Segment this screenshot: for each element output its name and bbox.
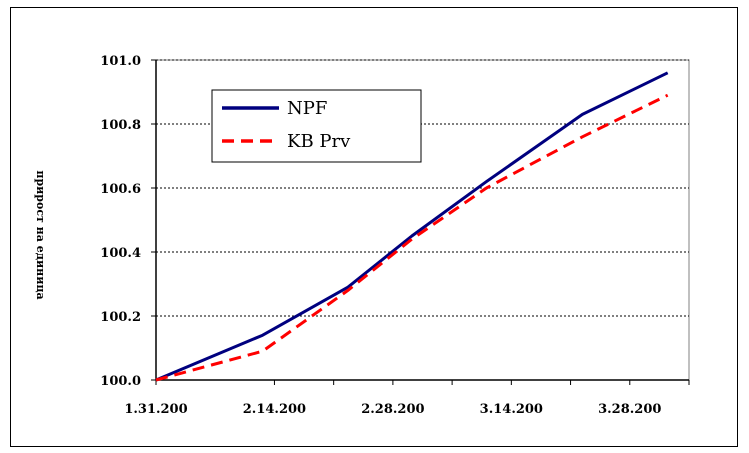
x-tick-label: 3.28.200: [598, 402, 661, 417]
line-chart: 100.0 100.2 100.4 100.6 100.8 101.0 1.31.200 2.…: [34, 54, 690, 417]
y-axis-label: прирост на единица: [34, 170, 47, 299]
y-tick-label: 100.2: [100, 310, 141, 325]
legend-box: [211, 89, 422, 163]
series-line-npf: [155, 71, 669, 382]
y-tick-label: 100.8: [100, 118, 141, 133]
axis-layer: 100.0 100.2 100.4 100.6 100.8 101.0 1.31.200 2.…: [100, 54, 690, 417]
y-tick-label: 101.0: [100, 54, 141, 69]
x-tick-label: 1.31.200: [124, 402, 187, 417]
y-tick-label: 100.4: [100, 246, 141, 261]
x-tick-label: 2.14.200: [243, 402, 306, 417]
legend-label-kb-prv: KB Prv: [287, 131, 351, 152]
y-tick-label: 100.0: [100, 374, 141, 389]
series-layer: [155, 71, 669, 382]
series-line-kb-prv: [155, 93, 669, 382]
legend-label-npf: NPF: [287, 98, 327, 119]
x-tick-label: 2.28.200: [361, 402, 424, 417]
legend: NPF KB Prv: [211, 89, 422, 163]
y-tick-label: 100.6: [100, 182, 141, 197]
x-tick-label: 3.14.200: [480, 402, 543, 417]
chart-frame: 100.0 100.2 100.4 100.6 100.8 101.0 1.31.200 2.…: [10, 7, 738, 447]
